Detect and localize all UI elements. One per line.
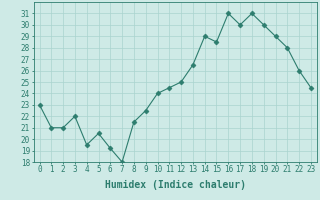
X-axis label: Humidex (Indice chaleur): Humidex (Indice chaleur) bbox=[105, 180, 246, 190]
